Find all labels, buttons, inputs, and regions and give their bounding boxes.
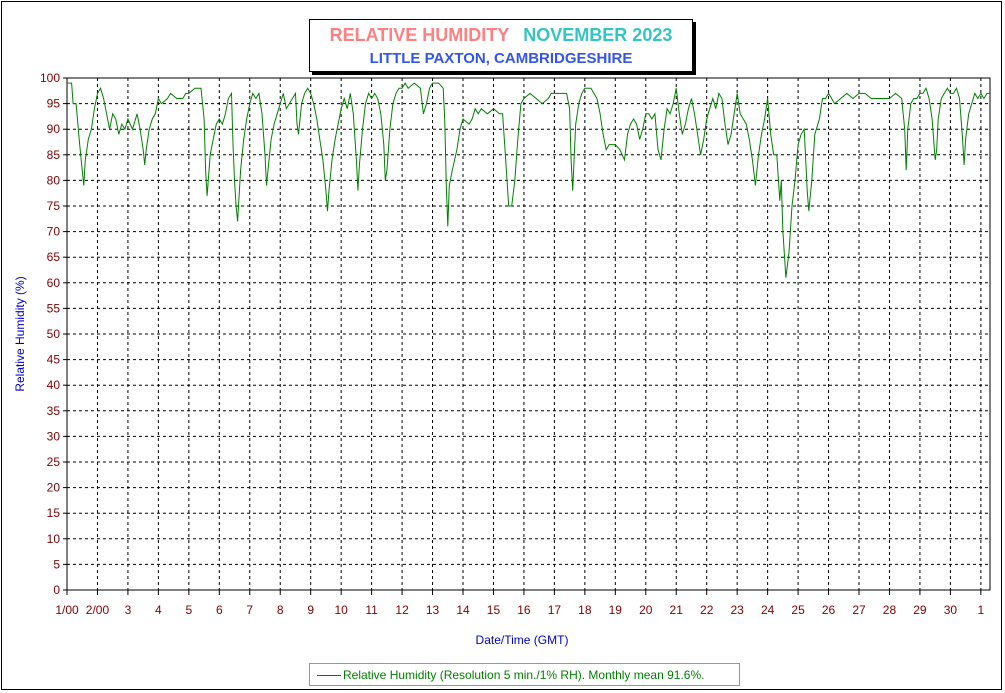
x-tick-label: 1/00	[55, 603, 79, 617]
x-tick-label: 15	[487, 603, 501, 617]
x-tick-label: 24	[761, 603, 775, 617]
x-tick-label: 1	[978, 603, 985, 617]
y-tick-label: 0	[53, 583, 60, 597]
x-tick-label: 9	[307, 603, 314, 617]
title-line: RELATIVE HUMIDITY NOVEMBER 2023	[310, 25, 692, 46]
y-tick-label: 75	[47, 199, 61, 213]
y-tick-label: 85	[47, 148, 61, 162]
y-tick-label: 35	[47, 404, 61, 418]
x-tick-label: 7	[246, 603, 253, 617]
legend-label: Relative Humidity (Resolution 5 min./1% …	[343, 668, 705, 682]
x-tick-label: 19	[609, 603, 623, 617]
y-tick-label: 20	[47, 481, 61, 495]
x-tick-label: 3	[125, 603, 132, 617]
x-tick-label: 11	[365, 603, 378, 617]
y-axis-label: Relative Humidity (%)	[13, 276, 27, 391]
x-tick-label: 20	[639, 603, 653, 617]
gridlines	[67, 78, 990, 590]
x-tick-label: 16	[517, 603, 531, 617]
y-tick-label: 100	[40, 71, 60, 85]
x-tick-label: 2/00	[86, 603, 110, 617]
y-tick-label: 80	[47, 173, 61, 187]
x-axis-ticks: 1/00 2/00 3 4 5 6 7 8 9 10 11 12 13 14 15 16 17 18 19 20 21 2…	[55, 590, 985, 617]
x-tick-label: 21	[670, 603, 684, 617]
x-tick-label: 8	[277, 603, 284, 617]
y-tick-label: 60	[47, 276, 61, 290]
series-line-humidity	[67, 82, 990, 278]
x-tick-label: 25	[791, 603, 805, 617]
y-tick-label: 40	[47, 378, 61, 392]
x-tick-label: 30	[944, 603, 958, 617]
x-tick-label: 6	[216, 603, 223, 617]
x-tick-label: 4	[155, 603, 162, 617]
y-tick-label: 50	[47, 327, 61, 341]
x-tick-label: 10	[334, 603, 348, 617]
legend: Relative Humidity (Resolution 5 min./1% …	[309, 663, 740, 686]
chart-title: RELATIVE HUMIDITY	[329, 25, 510, 45]
x-tick-label: 26	[822, 603, 836, 617]
chart-month: NOVEMBER 2023	[523, 25, 673, 45]
y-tick-label: 55	[47, 301, 61, 315]
y-tick-label: 30	[47, 429, 61, 443]
x-tick-label: 27	[852, 603, 866, 617]
x-tick-label: 13	[426, 603, 440, 617]
x-tick-label: 18	[578, 603, 592, 617]
x-tick-label: 23	[730, 603, 744, 617]
y-axis-ticks: 0 5 10 15 20 25 30 35 40 45 50 55 60 65 70 75 80 85 90 95 10…	[40, 71, 67, 597]
chart-subtitle: LITTLE PAXTON, CAMBRIDGESHIRE	[369, 50, 633, 67]
x-tick-label: 12	[395, 603, 409, 617]
x-tick-label: 14	[456, 603, 470, 617]
y-tick-label: 70	[47, 225, 61, 239]
y-tick-label: 10	[47, 532, 61, 546]
y-tick-label: 95	[47, 97, 61, 111]
x-tick-label: 22	[700, 603, 714, 617]
x-tick-label: 17	[548, 603, 562, 617]
y-tick-label: 90	[47, 122, 61, 136]
x-tick-label: 28	[883, 603, 897, 617]
x-tick-label: 29	[913, 603, 927, 617]
x-tick-label: 5	[186, 603, 193, 617]
y-tick-label: 25	[47, 455, 61, 469]
legend-swatch	[317, 675, 341, 676]
y-tick-label: 45	[47, 353, 61, 367]
series-group	[67, 82, 990, 278]
y-tick-label: 65	[47, 250, 61, 264]
y-tick-label: 5	[53, 557, 60, 571]
title-box: RELATIVE HUMIDITY NOVEMBER 2023 LITTLE PA…	[309, 19, 693, 72]
y-tick-label: 15	[47, 506, 61, 520]
x-axis-label: Date/Time (GMT)	[476, 633, 569, 647]
